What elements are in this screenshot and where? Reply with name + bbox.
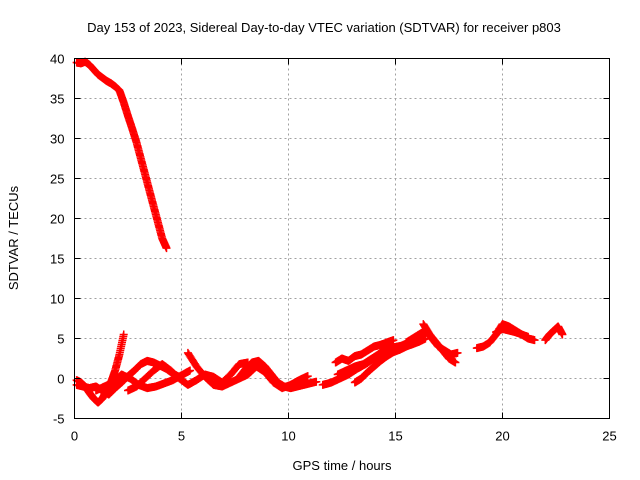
- y-tick-label: 20: [50, 212, 64, 227]
- data-point: [303, 372, 312, 381]
- data-point: [389, 336, 398, 345]
- plot-frame: [74, 58, 610, 419]
- series-arc-11: [402, 326, 462, 359]
- data-point: [453, 348, 462, 357]
- series-arc-10: [350, 334, 430, 387]
- data-point: [312, 377, 321, 386]
- data-point: [530, 336, 539, 345]
- series-arc-6: [235, 356, 321, 393]
- y-tick-label: 15: [50, 252, 64, 267]
- series-arc-4: [124, 358, 252, 395]
- y-tick-label: 5: [57, 332, 64, 347]
- series-arc-12: [419, 320, 460, 367]
- data-point: [451, 358, 460, 367]
- series-high-arc: [72, 57, 171, 253]
- y-axis-label: SDTVAR / TECUs: [6, 185, 21, 290]
- series-arc-5: [183, 348, 312, 393]
- y-tick-label: 40: [50, 52, 64, 67]
- series-arc-1: [72, 330, 128, 407]
- y-tick-label: -5: [53, 412, 65, 427]
- series-arc-9: [331, 336, 398, 367]
- data-point: [119, 330, 128, 339]
- x-tick-label: 5: [178, 429, 185, 444]
- x-tick-label: 10: [281, 429, 295, 444]
- x-tick-label: 15: [388, 429, 402, 444]
- y-tick-label: 0: [57, 372, 64, 387]
- data-points: [72, 57, 567, 407]
- x-tick-label: 20: [495, 429, 509, 444]
- data-point: [186, 366, 195, 375]
- chart-title: Day 153 of 2023, Sidereal Day-to-day VTE…: [87, 20, 561, 35]
- y-tick-label: 35: [50, 92, 64, 107]
- data-point: [162, 244, 171, 253]
- grid-lines: [74, 58, 610, 419]
- x-axis-label: GPS time / hours: [293, 458, 392, 473]
- series-arc-15: [541, 322, 567, 345]
- y-tick-label: 30: [50, 132, 64, 147]
- y-tick-label: 25: [50, 172, 64, 187]
- series-arc-14: [492, 324, 539, 345]
- x-tick-label: 25: [602, 429, 616, 444]
- x-tick-label: 0: [71, 429, 78, 444]
- axis-ticks: 0 5 10 15 20 25 -5 0 5 10 15 20 25 30 35 40: [50, 52, 617, 444]
- y-tick-label: 10: [50, 292, 64, 307]
- data-point: [558, 330, 567, 339]
